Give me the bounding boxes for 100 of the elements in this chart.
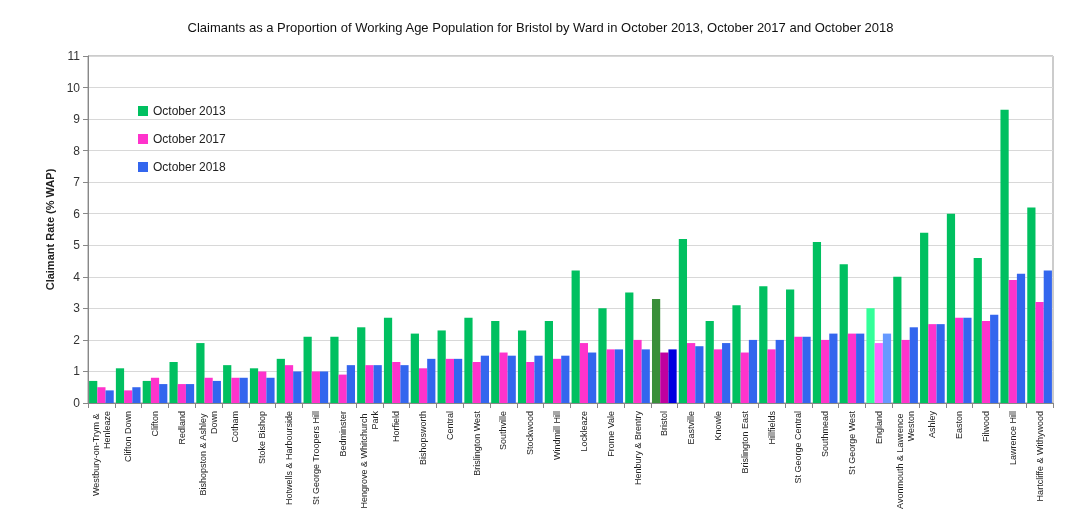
bar <box>775 339 784 403</box>
bar <box>678 238 688 403</box>
bar <box>1000 109 1009 403</box>
x-tick-label: Knowle <box>712 411 723 441</box>
bar <box>786 289 795 403</box>
y-tick-label: 4 <box>73 269 81 284</box>
bar <box>517 330 527 403</box>
bar <box>499 352 508 403</box>
bar <box>882 333 892 403</box>
x-tick-label: Southville <box>498 411 509 451</box>
bar <box>812 242 822 403</box>
x-tick-label: St George Central <box>793 411 804 484</box>
bar <box>963 317 972 403</box>
x-tick-label: St George Troopers Hill <box>310 411 321 506</box>
bar <box>713 349 723 403</box>
y-tick-label: 3 <box>73 301 81 316</box>
bar <box>284 365 294 403</box>
bar <box>1008 279 1017 403</box>
bar <box>383 317 393 403</box>
bar <box>303 336 312 403</box>
bar <box>588 352 597 403</box>
bar <box>115 368 125 403</box>
bar <box>142 380 151 403</box>
x-tick-label: Clifton <box>150 411 161 437</box>
y-tick-label: 6 <box>73 206 81 221</box>
x-tick-label: Stockwood <box>525 411 536 456</box>
bar <box>748 339 758 403</box>
bar <box>571 270 580 403</box>
bar <box>722 343 731 403</box>
bar <box>641 349 650 403</box>
bar <box>598 308 607 403</box>
legend-label: October 2013 <box>153 104 227 118</box>
bar <box>185 384 195 403</box>
bar <box>418 368 428 403</box>
bar <box>365 365 374 403</box>
bar <box>579 343 589 403</box>
y-tick-label: 2 <box>73 332 81 347</box>
bar <box>472 361 481 403</box>
bar <box>625 292 634 403</box>
x-tick-label: Redland <box>176 411 187 445</box>
y-tick-label: 10 <box>66 80 81 95</box>
bar <box>866 308 875 403</box>
bar <box>150 377 160 403</box>
bar <box>874 343 883 403</box>
bar <box>732 305 741 403</box>
chart-title: Claimants as a Proportion of Working Age Population for Bristol by Ward in October 2013, October 2017 and October 2018 <box>187 20 894 35</box>
y-tick-label: 11 <box>67 49 81 63</box>
bar <box>239 377 248 403</box>
bar <box>990 314 999 403</box>
bar <box>223 365 232 403</box>
bar <box>311 371 320 403</box>
bar <box>856 333 865 403</box>
bar <box>427 358 436 403</box>
bar <box>668 349 677 403</box>
bar <box>705 320 714 403</box>
bar <box>89 380 98 403</box>
bar <box>258 371 267 403</box>
x-tick-label: Westbury-on-Trym & Henleaze <box>90 411 112 497</box>
x-tick-label: Hartcliffe & Withywood <box>1034 411 1045 502</box>
y-tick-label: 8 <box>73 143 81 158</box>
bar <box>338 374 347 403</box>
bar <box>204 377 213 403</box>
bar <box>319 371 329 403</box>
x-tick-label: Lockleaze <box>578 411 589 452</box>
bar <box>392 361 401 403</box>
bar <box>105 390 114 403</box>
x-tick-label: Windmill Hill <box>552 411 563 460</box>
x-tick-label: Bedminster <box>337 411 348 457</box>
x-tick-label: Bishopsworth <box>418 411 429 466</box>
bar <box>445 358 454 403</box>
x-tick-label: Eastville <box>686 411 697 445</box>
bar <box>231 377 240 403</box>
x-tick-label: Clifton Down <box>123 411 134 463</box>
y-axis-title: Claimant Rate (% WAP) <box>44 168 57 291</box>
bar <box>212 380 221 403</box>
bar <box>802 336 811 403</box>
x-tick-label: Hillfields <box>766 410 777 445</box>
x-tick-label: Central <box>444 411 455 441</box>
bar <box>373 365 382 403</box>
bar <box>534 355 543 403</box>
x-tick-label: England <box>873 411 884 445</box>
bar <box>1016 273 1026 403</box>
bar <box>437 330 446 403</box>
bar <box>552 358 562 403</box>
bar <box>507 355 516 403</box>
x-tick-label: Avonmouth & Lawrence Weston <box>895 411 917 509</box>
bar <box>132 387 141 403</box>
y-tick-label: 0 <box>73 396 81 410</box>
x-tick-label: Cotham <box>230 411 241 443</box>
bar <box>453 358 463 403</box>
bar <box>936 324 945 403</box>
bar <box>695 346 704 403</box>
bar <box>893 276 902 403</box>
x-tick-label: St George West <box>846 410 857 475</box>
x-tick-label: Henbury & Brentry <box>632 410 643 486</box>
bar <box>759 286 768 403</box>
y-tick-label: 9 <box>73 112 81 127</box>
bar <box>821 339 830 403</box>
x-tick-label: Lawrence Hill <box>1007 411 1018 466</box>
x-tick-label: Brislington West <box>471 410 482 476</box>
